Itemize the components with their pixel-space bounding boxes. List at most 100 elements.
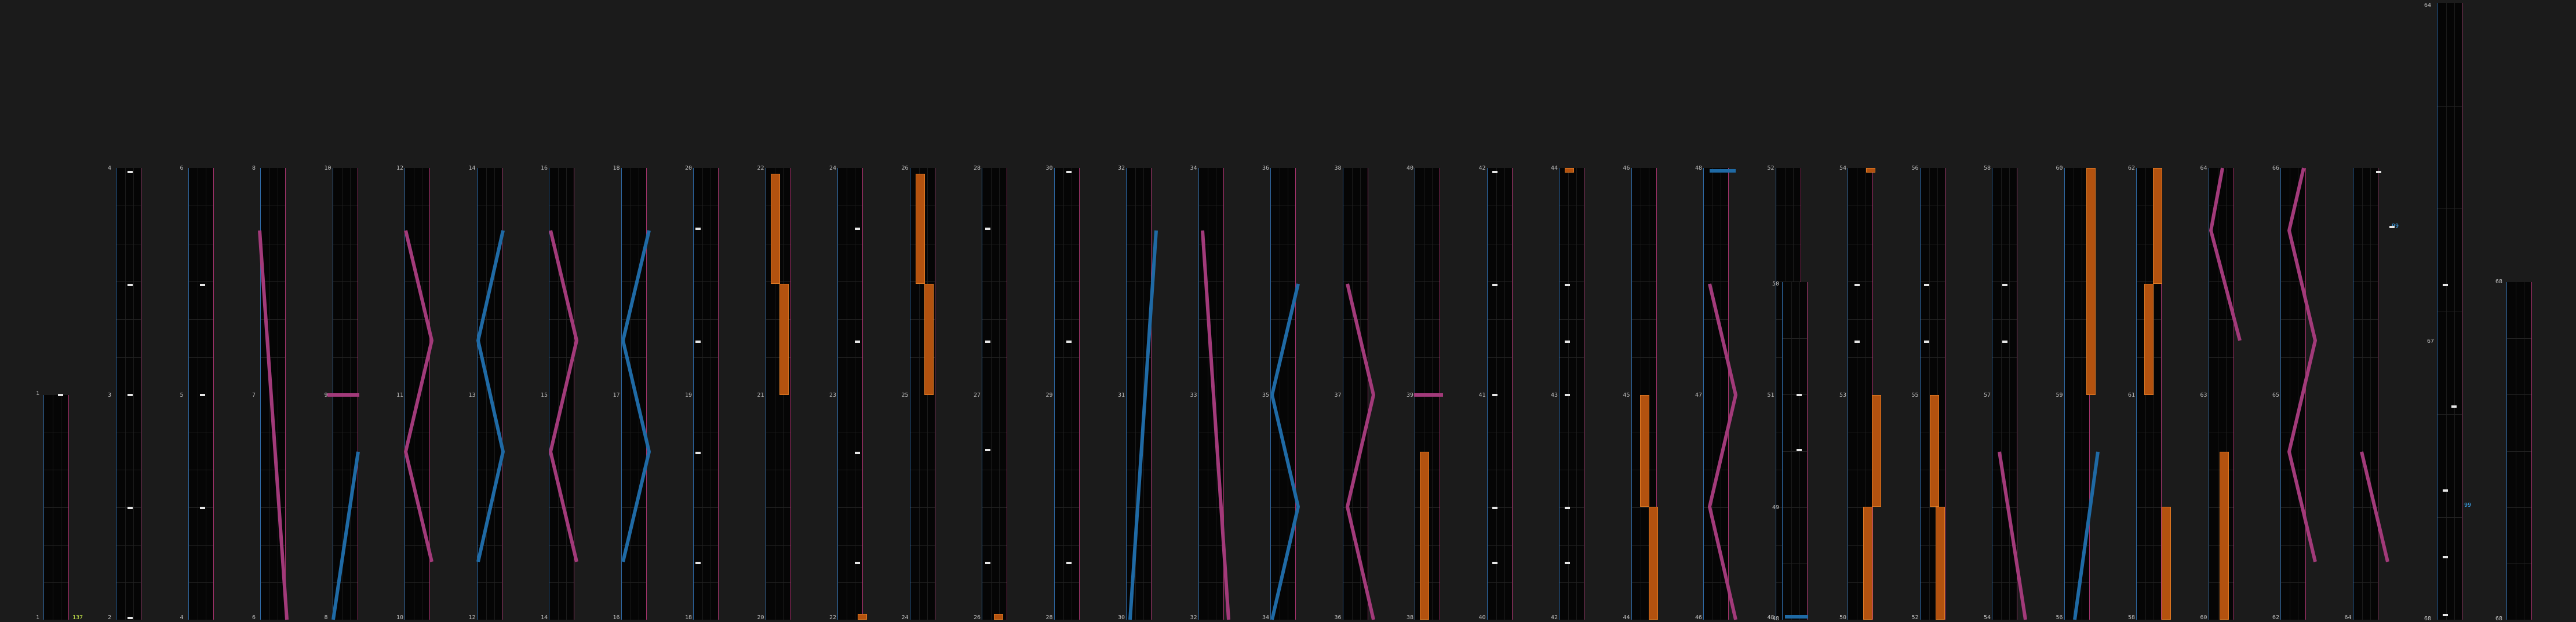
grid-row-line <box>2353 357 2378 358</box>
top-label: 44 <box>1551 165 1558 171</box>
grid-row-line <box>1054 319 1079 320</box>
mid-label: 27 <box>974 392 981 398</box>
top-label: 4 <box>108 165 112 171</box>
grid-row-line <box>1198 507 1223 508</box>
meter-column-upper <box>693 168 719 395</box>
bottom-label: 40 <box>1478 614 1486 621</box>
grid-row-line <box>1848 507 1872 508</box>
grid-row-line <box>766 545 790 546</box>
grid-row-line <box>1343 281 1368 282</box>
side-label: 67 <box>2427 338 2435 345</box>
meter-column-lower <box>1198 395 1224 620</box>
top-label: 6 <box>180 165 184 171</box>
mid-label: 55 <box>1911 392 1919 398</box>
grid-row-line <box>766 357 790 358</box>
grid-row-line <box>910 545 935 546</box>
mid-label: 63 <box>2200 392 2207 398</box>
level-tick <box>127 507 133 509</box>
bottom-label: 16 <box>613 614 620 621</box>
level-tick <box>1854 341 1860 343</box>
grid-row-line <box>1198 582 1223 583</box>
grid-row-line <box>1992 319 2017 320</box>
grid-row-line <box>910 319 935 320</box>
grid-row-line <box>1560 545 1584 546</box>
bottom-label: 12 <box>468 614 476 621</box>
meter-column-lower <box>1486 395 1513 620</box>
mid-label: 37 <box>1334 392 1342 398</box>
grid-row-line <box>549 582 574 583</box>
grid-row-line <box>2353 545 2378 546</box>
grid-row-line <box>477 357 502 358</box>
meter-column-upper <box>1126 168 1152 395</box>
grid-row-line <box>1920 281 1945 282</box>
right-marker-a: 99 <box>2392 223 2399 229</box>
mid-label: 5 <box>180 392 184 398</box>
grid-row-line <box>116 582 141 583</box>
grid-row-line <box>1704 507 1728 508</box>
grid-row-line <box>2353 319 2378 320</box>
grid-row-line <box>1560 357 1584 358</box>
grid-row-line <box>2507 451 2531 452</box>
meter-column-upper <box>332 168 358 395</box>
trace-blue <box>1128 230 1158 620</box>
grid-row-line <box>1127 281 1151 282</box>
top-label: 18 <box>613 165 620 171</box>
meter-column-lower <box>549 395 574 620</box>
grid-row-line <box>1631 545 1656 546</box>
grid-row-line <box>1848 582 1872 583</box>
bottom-label: 48 <box>1767 614 1775 621</box>
grid-row-line <box>1992 281 2017 282</box>
grid-row-line <box>1631 507 1656 508</box>
top-label: 10 <box>324 165 331 171</box>
grid-line <box>1791 282 1792 620</box>
grid-row-line <box>1560 319 1584 320</box>
grid-row-line <box>1198 281 1223 282</box>
level-bar <box>2153 168 2162 284</box>
meter-column-upper <box>1559 168 1584 395</box>
mid-label: 57 <box>1984 392 1991 398</box>
side-label: 68 <box>2424 616 2432 622</box>
meter-column-upper <box>188 168 214 395</box>
grid-row-line <box>333 507 358 508</box>
mid-label: 17 <box>613 392 620 398</box>
grid-row-line <box>2353 507 2378 508</box>
trace-blue <box>476 230 505 562</box>
level-tick <box>1565 562 1570 564</box>
grid-row-line <box>1054 507 1079 508</box>
trace-magenta <box>1346 283 1375 620</box>
grid-row-line <box>982 545 1007 546</box>
grid-row-line <box>838 281 862 282</box>
grid-row-line <box>261 319 285 320</box>
grid-row-line <box>910 507 935 508</box>
bottom-label: 32 <box>1190 614 1197 621</box>
grid-row-line <box>1920 582 1945 583</box>
level-tick <box>2443 556 2448 558</box>
level-tick <box>58 394 63 396</box>
grid-row-line <box>1343 357 1368 358</box>
meter-column-upper <box>1848 168 1873 395</box>
grid-row-line <box>1271 357 1295 358</box>
grid-row-line <box>116 319 141 320</box>
bottom-label: 46 <box>1695 614 1703 621</box>
mid-label: 35 <box>1262 392 1270 398</box>
grid-row-line <box>1487 582 1512 583</box>
grid-row-line <box>2137 281 2161 282</box>
grid-row-line <box>333 281 358 282</box>
grid-row-line <box>1271 545 1295 546</box>
grid-row-line <box>1992 582 2017 583</box>
meter-column-lower <box>1559 395 1584 620</box>
meter-column-lower <box>693 395 719 620</box>
bottom-label: 14 <box>541 614 548 621</box>
grid-row-line <box>549 319 574 320</box>
grid-row-line <box>44 545 68 546</box>
meter-column-lower <box>837 395 863 620</box>
grid-row-line <box>838 319 862 320</box>
grid-row-line <box>1054 582 1079 583</box>
grid-row-line <box>44 507 68 508</box>
top-label: 28 <box>974 165 981 171</box>
level-tick <box>1565 394 1570 396</box>
grid-row-line <box>549 357 574 358</box>
top-label: 66 <box>2272 165 2280 171</box>
grid-row-line <box>188 281 213 282</box>
trace-magenta <box>1201 230 1230 620</box>
